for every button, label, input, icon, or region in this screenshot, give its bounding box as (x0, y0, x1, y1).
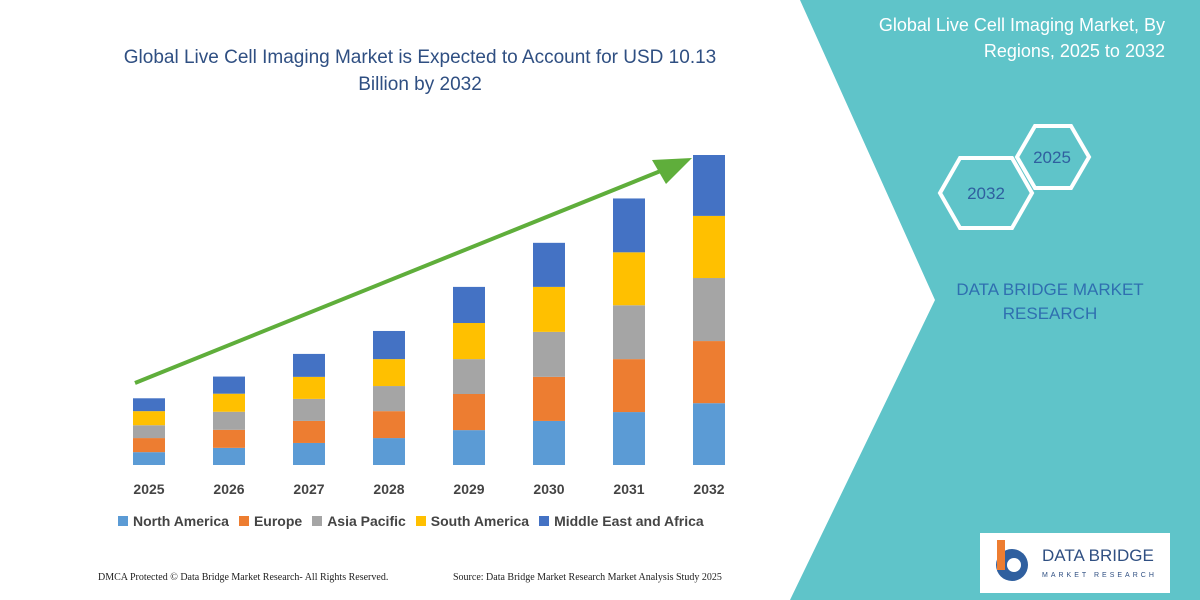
x-tick-label: 2032 (693, 481, 724, 497)
bar-segment (453, 359, 485, 395)
x-tick-label: 2028 (373, 481, 404, 497)
brand: DATA BRIDGE MARKET RESEARCH (956, 280, 1144, 323)
bar-segment (373, 411, 405, 439)
bar-segment (293, 376, 325, 399)
hexagon-label: 2025 (1033, 148, 1071, 167)
legend: North America Europe Asia Pacific South Ame… (118, 513, 704, 529)
bar-segment (693, 215, 725, 279)
bar-segment (453, 323, 485, 360)
legend-swatch (238, 516, 249, 526)
bar-segment (373, 359, 405, 387)
bar-segment (213, 411, 245, 430)
legend-item: Asia Pacific (312, 513, 406, 529)
bar-segment (213, 393, 245, 412)
legend-swatch (415, 516, 426, 526)
logo-icon (997, 540, 1005, 570)
x-tick-label: 2027 (293, 481, 324, 497)
bar-segment (693, 278, 725, 342)
legend-item: South America (415, 513, 530, 529)
bar-segment (213, 447, 245, 465)
footer-left: DMCA Protected © Data Bridge Market Rese… (98, 572, 389, 583)
bar-segment (293, 353, 325, 377)
legend-swatch (118, 516, 128, 526)
x-tick-label: 2029 (453, 481, 484, 497)
x-tick-label: 2031 (613, 481, 644, 497)
bar-segment (453, 430, 485, 465)
bar-segment (533, 331, 565, 377)
bar-segment (213, 429, 245, 448)
legend-label: South America (430, 513, 530, 529)
bar-segment (373, 438, 405, 465)
bar-segment (613, 412, 645, 465)
x-tick-label: 2025 (133, 481, 164, 497)
bar-segment (693, 403, 725, 465)
logo-name: DATA BRIDGE (1042, 546, 1154, 565)
bar-segment (613, 198, 645, 253)
trend-arrow-head (652, 158, 692, 184)
bar-segment (533, 420, 565, 465)
legend-label: Middle East and Africa (554, 513, 704, 529)
bar-segment (373, 386, 405, 412)
logo-icon (1007, 558, 1021, 572)
plot: 2025 2026 2027 2028 2029 2030 2031 2032 (133, 155, 725, 497)
bar-segment (693, 341, 725, 404)
bar-segment (133, 398, 165, 412)
bar-segment (693, 155, 725, 216)
logo-tagline: MARKET RESEARCH (1042, 572, 1157, 579)
bar-segment (133, 452, 165, 465)
bar-segment (613, 252, 645, 306)
side-panel (790, 0, 1200, 600)
bar-segment (293, 442, 325, 465)
bar-segment (373, 330, 405, 360)
legend-item: North America (118, 513, 229, 529)
legend-swatch (539, 516, 550, 526)
x-tick-label: 2030 (533, 481, 564, 497)
bar-segment (453, 286, 485, 324)
legend-item: Europe (238, 513, 303, 529)
bar-segment (213, 376, 245, 394)
bar-segment (133, 411, 165, 426)
trend-arrow (134, 166, 669, 385)
bar-segment (533, 286, 565, 332)
chart-title: Global Live Cell Imaging Market is Expec… (123, 47, 717, 95)
bar-segment (613, 359, 645, 413)
bar-segment (293, 398, 325, 421)
legend-label: Asia Pacific (327, 513, 406, 529)
panel-title: Global Live Cell Imaging Market, By Regi… (878, 15, 1165, 61)
bar-segment (133, 438, 165, 453)
hexagon-label: 2032 (967, 184, 1005, 203)
bar-segment (533, 376, 565, 421)
legend-label: North America (133, 513, 229, 529)
bar-segment (533, 242, 565, 287)
x-tick-label: 2026 (213, 481, 244, 497)
bar-segment (133, 425, 165, 439)
hexagon (1014, 124, 1092, 190)
legend-swatch (312, 516, 323, 526)
bar-segment (613, 305, 645, 360)
legend-item: Middle East and Africa (539, 513, 704, 529)
bar-segment (293, 420, 325, 443)
legend-label: Europe (253, 513, 303, 529)
hexagon (937, 156, 1035, 230)
bar-segment (453, 394, 485, 431)
footer-right: Source: Data Bridge Market Research Mark… (453, 572, 722, 583)
